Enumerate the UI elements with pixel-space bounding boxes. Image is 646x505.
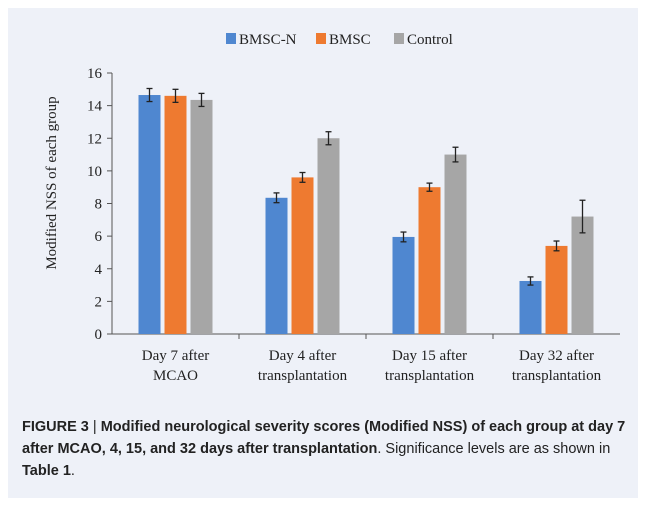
caption-separator: | (88, 419, 101, 435)
caption-table-ref: Table 1 (22, 463, 71, 479)
legend-label: BMSC-N (239, 32, 297, 48)
bar-bmsc (291, 177, 314, 334)
legend-label: Control (407, 32, 453, 48)
bar-bmsc-n (392, 236, 415, 334)
x-tick-label: Day 7 after (142, 348, 209, 364)
chart-axes: 0 2 4 6 8 10 12 14 16 Day 7 after MCAO Day 4 after t… (87, 66, 620, 384)
bar-bmsc-n (265, 197, 288, 334)
y-tick-label: 12 (87, 131, 102, 147)
y-tick-label: 8 (95, 197, 103, 213)
bar-control (190, 99, 213, 335)
bar-chart: BMSC-N BMSC Control 0 2 4 6 8 10 12 14 16 Day 7 aft… (44, 32, 620, 384)
caption-title: Modified neurological severity scores (M… (22, 419, 626, 457)
y-tick-label: 2 (95, 294, 103, 310)
y-tick-label: 16 (87, 66, 103, 82)
legend-swatch (226, 33, 236, 44)
bar-control (317, 138, 340, 334)
x-tick-label: MCAO (153, 368, 198, 384)
x-tick-label: transplantation (385, 368, 475, 384)
y-tick-label: 0 (95, 327, 103, 343)
chart-bars (138, 87, 594, 335)
y-tick-label: 14 (87, 99, 103, 115)
y-tick-label: 10 (87, 164, 102, 180)
x-tick-label: transplantation (258, 368, 348, 384)
chart-legend: BMSC-N BMSC Control (226, 32, 453, 48)
caption-label: FIGURE 3 (22, 419, 89, 435)
bar-bmsc (545, 245, 568, 334)
x-tick-label: Day 32 after (519, 348, 594, 364)
bar-bmsc-n (519, 280, 542, 334)
bar-control (444, 154, 467, 334)
x-tick-label: transplantation (512, 368, 602, 384)
y-tick-label: 6 (95, 229, 103, 245)
bar-bmsc (164, 95, 187, 335)
bar-bmsc (418, 187, 441, 334)
x-tick-label: Day 4 after (269, 348, 336, 364)
x-tick-label: Day 15 after (392, 348, 467, 364)
legend-swatch (316, 33, 326, 44)
figure-panel: BMSC-N BMSC Control 0 2 4 6 8 10 12 14 16 Day 7 aft… (8, 8, 638, 498)
bar-bmsc-n (138, 95, 161, 334)
y-axis-label: Modified NSS of each group (44, 96, 60, 269)
caption-end: . (70, 463, 75, 479)
bar-control (571, 216, 594, 334)
y-tick-label: 4 (95, 262, 103, 278)
legend-swatch (394, 33, 404, 44)
caption-rest: . Significance levels are as shown in (377, 441, 611, 457)
legend-label: BMSC (329, 32, 371, 48)
figure-caption: FIGURE 3 | Modified neurological severit… (22, 416, 628, 482)
